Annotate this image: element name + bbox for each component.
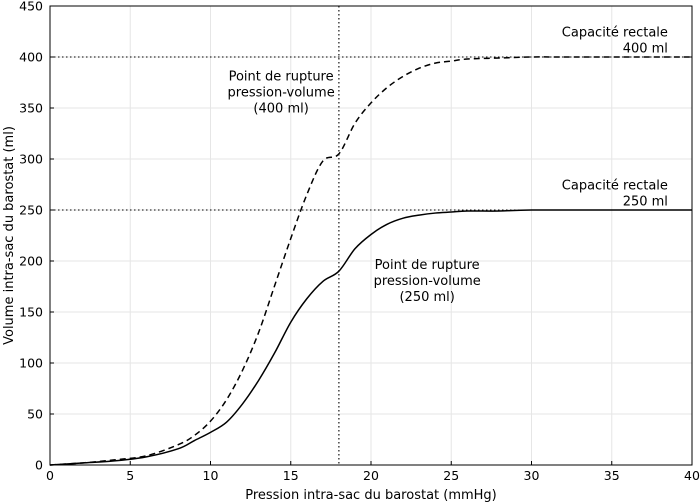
y-tick-label: 0: [35, 458, 43, 473]
y-tick-label: 350: [19, 101, 43, 116]
x-tick-label: 35: [604, 468, 620, 483]
x-tick-label: 15: [283, 468, 299, 483]
y-tick-label: 400: [19, 50, 43, 65]
y-tick-label: 300: [19, 152, 43, 167]
y-tick-label: 450: [19, 0, 43, 14]
series-line-dashed: [49, 56, 692, 466]
annotation-line: pression-volume: [374, 274, 481, 289]
y-tick-label: 200: [19, 254, 43, 269]
annotation: Capacité rectale 400 ml: [562, 26, 668, 57]
annotation-line: Capacité rectale: [562, 179, 668, 194]
x-tick-label: 30: [524, 468, 540, 483]
annotation-line: (400 ml): [253, 101, 308, 116]
annotation-line: Capacité rectale: [562, 26, 668, 41]
x-tick-labels: 0 5 10 15 20 25 30 35 40: [46, 468, 700, 483]
y-tick-label: 50: [27, 407, 43, 422]
x-tick-label: 10: [203, 468, 219, 483]
grid: [50, 6, 692, 465]
reference-lines: [50, 6, 692, 465]
y-tick-label: 100: [19, 356, 43, 371]
annotation-line: 250 ml: [623, 195, 668, 210]
series-group: [49, 56, 692, 466]
annotation-line: Point de rupture: [229, 69, 334, 84]
annotation-line: Point de rupture: [375, 258, 480, 273]
x-axis-title: Pression intra-sac du barostat (mmHg): [245, 488, 497, 503]
annotation: Capacité rectale 250 ml: [562, 179, 668, 210]
x-tick-label: 40: [684, 468, 700, 483]
annotation: Point de rupture pression-volume (400 ml): [228, 69, 335, 116]
x-tick-label: 0: [46, 468, 54, 483]
annotation-line: 400 ml: [623, 42, 668, 57]
series-line-solid: [49, 209, 692, 466]
x-tick-label: 25: [443, 468, 459, 483]
y-axis-title: Volume intra-sac du barostat (ml): [2, 126, 17, 345]
annotation-line: pression-volume: [228, 85, 335, 100]
x-tick-label: 20: [363, 468, 379, 483]
y-tick-label: 250: [19, 203, 43, 218]
annotation-line: (250 ml): [399, 290, 454, 305]
x-tick-label: 5: [126, 468, 134, 483]
annotation: Point de rupture pression-volume (250 ml): [374, 258, 481, 305]
tick-marks: [49, 5, 693, 466]
y-tick-label: 150: [19, 305, 43, 320]
y-tick-labels: 0 50 100 150 200 250 300 350 400 450: [19, 0, 43, 473]
